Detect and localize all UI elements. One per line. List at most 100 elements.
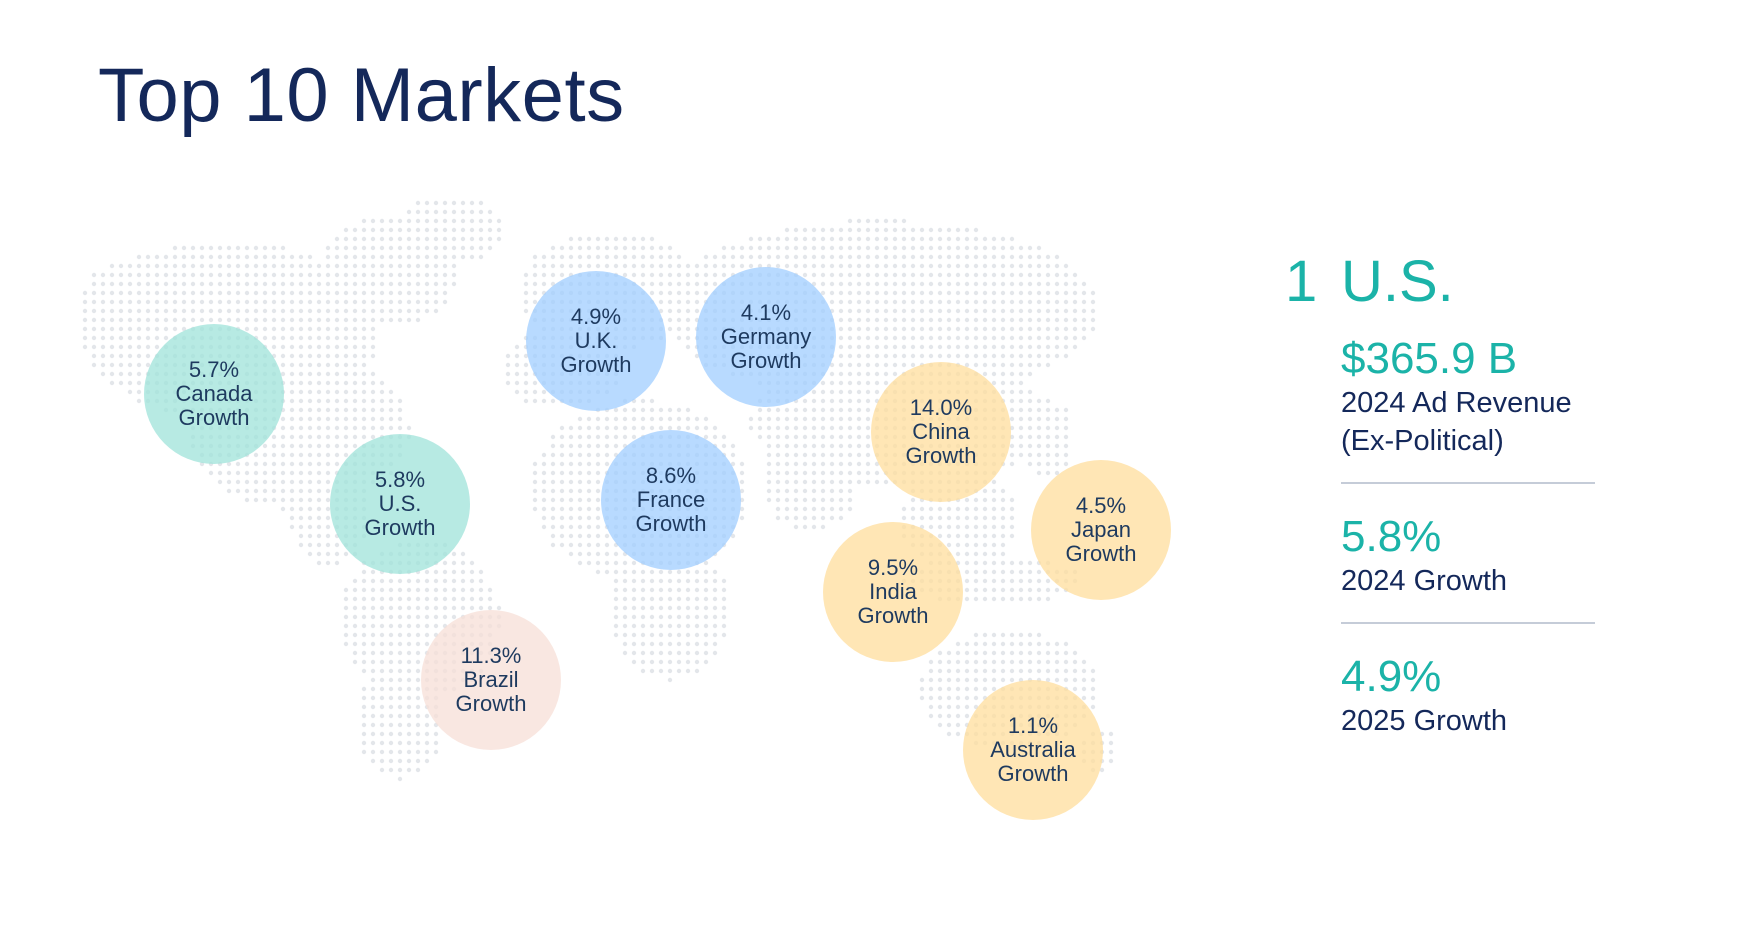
- map-dot: [298, 326, 304, 332]
- map-dot: [847, 263, 853, 269]
- map-dot: [982, 263, 988, 269]
- map-dot: [973, 362, 979, 368]
- map-dot: [838, 245, 844, 251]
- map-dot: [352, 659, 358, 665]
- map-dot: [910, 326, 916, 332]
- map-dot: [595, 452, 601, 458]
- map-dot: [991, 659, 997, 665]
- map-dot: [793, 425, 799, 431]
- map-dot: [379, 425, 385, 431]
- map-dot: [820, 461, 826, 467]
- map-dot: [820, 263, 826, 269]
- map-dot: [451, 236, 457, 242]
- map-dot: [1063, 650, 1069, 656]
- map-dot: [847, 461, 853, 467]
- map-dot: [784, 227, 790, 233]
- map-dot: [1018, 353, 1024, 359]
- map-dot: [406, 767, 412, 773]
- map-dot: [694, 272, 700, 278]
- map-dot: [1009, 371, 1015, 377]
- map-dot: [163, 281, 169, 287]
- map-dot: [397, 218, 403, 224]
- map-dot: [163, 326, 169, 332]
- map-dot: [703, 578, 709, 584]
- map-dot: [307, 371, 313, 377]
- map-dot: [136, 380, 142, 386]
- map-dot: [307, 362, 313, 368]
- map-dot: [973, 686, 979, 692]
- map-dot: [325, 371, 331, 377]
- map-dot: [289, 353, 295, 359]
- map-dot: [442, 560, 448, 566]
- map-dot: [352, 353, 358, 359]
- map-dot: [640, 614, 646, 620]
- map-dot: [541, 254, 547, 260]
- map-dot: [775, 236, 781, 242]
- map-dot: [316, 299, 322, 305]
- map-dot: [694, 281, 700, 287]
- map-dot: [946, 227, 952, 233]
- map-dot: [883, 290, 889, 296]
- map-dot: [838, 344, 844, 350]
- map-dot: [550, 245, 556, 251]
- map-dot: [964, 713, 970, 719]
- map-dot: [964, 299, 970, 305]
- map-dot: [973, 542, 979, 548]
- map-dot: [1054, 335, 1060, 341]
- map-dot: [415, 695, 421, 701]
- map-dot: [649, 416, 655, 422]
- map-dot: [352, 326, 358, 332]
- map-dot: [397, 731, 403, 737]
- map-dot: [1054, 641, 1060, 647]
- map-dot: [982, 686, 988, 692]
- map-dot: [982, 560, 988, 566]
- map-dot: [298, 317, 304, 323]
- map-dot: [586, 461, 592, 467]
- map-dot: [811, 524, 817, 530]
- map-dot: [829, 245, 835, 251]
- map-dot: [1054, 326, 1060, 332]
- map-dot: [163, 272, 169, 278]
- map-dot: [793, 236, 799, 242]
- map-dot: [631, 614, 637, 620]
- map-dot: [964, 641, 970, 647]
- map-dot: [1081, 677, 1087, 683]
- map-dot: [775, 461, 781, 467]
- map-dot: [946, 713, 952, 719]
- map-dot: [127, 263, 133, 269]
- map-dot: [838, 290, 844, 296]
- map-dot: [397, 677, 403, 683]
- map-dot: [415, 290, 421, 296]
- map-dot: [82, 299, 88, 305]
- map-dot: [199, 263, 205, 269]
- map-dot: [379, 281, 385, 287]
- map-dot: [136, 362, 142, 368]
- map-dot: [847, 398, 853, 404]
- map-dot: [730, 245, 736, 251]
- map-dot: [478, 236, 484, 242]
- map-dot: [550, 443, 556, 449]
- map-dot: [874, 218, 880, 224]
- map-dot: [766, 443, 772, 449]
- map-dot: [325, 479, 331, 485]
- map-dot: [424, 200, 430, 206]
- map-dot: [928, 335, 934, 341]
- map-dot: [451, 254, 457, 260]
- map-dot: [883, 380, 889, 386]
- map-dot: [1018, 290, 1024, 296]
- map-dot: [856, 254, 862, 260]
- map-dot: [559, 272, 565, 278]
- map-dot: [1027, 434, 1033, 440]
- map-dot: [523, 281, 529, 287]
- map-dot: [1108, 758, 1114, 764]
- map-dot: [334, 416, 340, 422]
- map-dot: [235, 254, 241, 260]
- map-dot: [685, 614, 691, 620]
- map-dot: [406, 749, 412, 755]
- map-dot: [820, 416, 826, 422]
- map-dot: [1000, 641, 1006, 647]
- map-dot: [316, 524, 322, 530]
- map-dot: [613, 623, 619, 629]
- map-dot: [586, 533, 592, 539]
- map-dot: [172, 299, 178, 305]
